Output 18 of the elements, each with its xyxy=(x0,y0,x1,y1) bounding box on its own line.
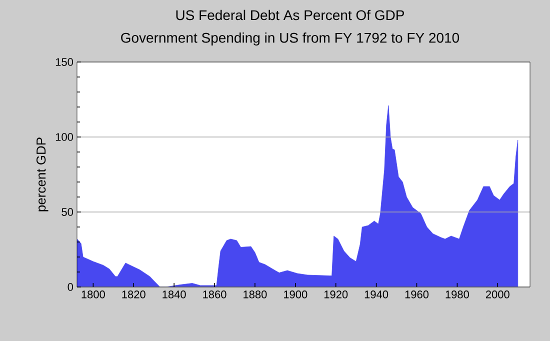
x-tick-label: 1840 xyxy=(162,290,186,298)
y-tick-label: 150 xyxy=(56,58,74,66)
chart-title: US Federal Debt As Percent Of GDP xyxy=(176,10,404,20)
chart-subtitle: Government Spending in US from FY 1792 to FY 2010 xyxy=(121,32,460,46)
y-tick-label: 0 xyxy=(68,283,74,291)
x-tick-label: 1900 xyxy=(284,290,308,298)
x-tick-label: 1940 xyxy=(364,290,388,298)
y-tick-label: 50 xyxy=(62,208,74,216)
x-tick-label: 1880 xyxy=(244,290,267,298)
x-tick-label: 1860 xyxy=(203,290,226,298)
x-tick-label: 1820 xyxy=(122,290,146,298)
x-tick-label: 1920 xyxy=(324,290,348,298)
x-tick-label: 2000 xyxy=(486,290,510,298)
x-tick-label: 1980 xyxy=(446,290,469,298)
x-tick-label: 1800 xyxy=(82,290,105,298)
x-tick-label: 1960 xyxy=(405,290,429,298)
y-tick-label: 100 xyxy=(56,133,74,141)
y-axis-title: percent GDP xyxy=(36,138,48,212)
